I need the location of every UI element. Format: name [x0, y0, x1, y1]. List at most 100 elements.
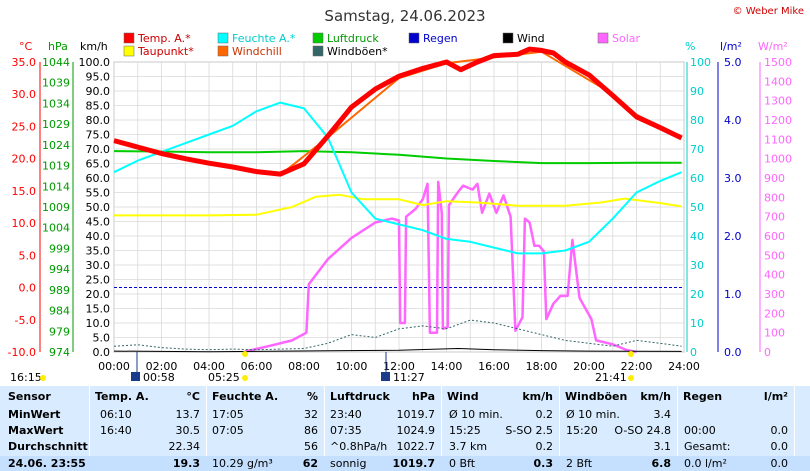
hum-tick-label: 60	[690, 172, 704, 185]
hum-value: 32	[304, 408, 318, 421]
pressure-tick-label: 1004	[42, 222, 70, 235]
sunset-icon	[628, 375, 634, 381]
pressure-value: 1019.7	[396, 408, 436, 421]
pressure-time: sonnig	[330, 457, 367, 470]
series-line-feuchtea	[113, 101, 682, 255]
hum-value: 56	[304, 440, 318, 453]
legend-label: Taupunkt*	[137, 45, 194, 58]
legend-label: Luftdruck	[327, 32, 379, 45]
wind-tick-label: 35.0	[86, 245, 111, 258]
hum-value: 86	[304, 424, 318, 437]
wind-tick-label: 60.0	[86, 172, 111, 185]
pressure-tick-label: 999	[49, 242, 70, 255]
legend-label: Windchill	[232, 45, 282, 58]
rain-value: 0.0	[770, 440, 789, 453]
pressure-tick-label: 1019	[42, 160, 70, 173]
x-tick-label: 20:00	[573, 360, 605, 373]
x-tick-label: 16:00	[478, 360, 510, 373]
sunrise-label: 05:25	[208, 371, 240, 384]
rain-tick-label: 3.0	[724, 172, 742, 185]
pressure-tick-label: 1029	[42, 118, 70, 131]
temp-tick-label: 15.0	[12, 185, 37, 198]
legend-label: Feuchte A.*	[232, 32, 296, 45]
solar-tick-label: 900	[764, 172, 785, 185]
hum-time: 10.29 g/m³	[212, 457, 273, 470]
hum-time: 07:05	[212, 424, 244, 437]
rain-info: Gesamt:	[684, 440, 731, 453]
hum-time: 17:05	[212, 408, 244, 421]
temp-tick-label: 10.0	[12, 217, 37, 230]
header-hum: Feuchte A.	[212, 390, 279, 403]
wind-tick-label: 55.0	[86, 187, 111, 200]
solar-tick-label: 400	[764, 269, 785, 282]
header-gust-unit: km/h	[640, 390, 671, 403]
rain-tick-label: 0.0	[724, 346, 742, 359]
x-tick-label: 02:00	[146, 360, 178, 373]
gust-value: 3.1	[653, 440, 672, 453]
solar-tick-label: 1400	[764, 75, 792, 88]
moonrise-label: 11:27	[393, 371, 425, 384]
temp-tick-label: 30.0	[12, 88, 37, 101]
legend-swatch	[217, 32, 229, 44]
hum-value: 62	[302, 457, 318, 470]
wind-tick-label: 50.0	[86, 201, 111, 214]
temp-value: 22.34	[168, 440, 201, 453]
hum-tick-label: 100	[690, 56, 711, 69]
hum-tick-label: 30	[690, 259, 704, 272]
x-tick-label: 14:00	[431, 360, 463, 373]
pressure-tick-label: 1009	[42, 201, 70, 214]
wind-value: S-SO 2.5	[505, 424, 553, 437]
series-line-windben	[113, 319, 682, 351]
temp-tick-label: -5.0	[15, 314, 36, 327]
moonset-label: 00:58	[143, 371, 175, 384]
copyright: © Weber Mike	[733, 6, 804, 17]
sun-icon	[40, 375, 46, 381]
header-hum-unit: %	[306, 390, 318, 403]
wind-info: 0 Bft	[449, 457, 476, 470]
hum-tick-label: 0	[690, 346, 697, 359]
wind-unit-label: km/h	[80, 40, 108, 53]
wind-tick-label: 85.0	[86, 100, 111, 113]
legend-swatch	[123, 45, 135, 57]
legend-swatch	[408, 32, 420, 44]
moonset-icon	[131, 372, 140, 381]
pressure-tick-label: 1024	[42, 139, 70, 152]
gust-info: 15:20	[566, 424, 598, 437]
legend-label: Wind	[517, 32, 545, 45]
wind-tick-label: 100.0	[79, 56, 111, 69]
temp-value: 13.7	[175, 408, 201, 421]
rain-value: 0.0	[770, 457, 789, 470]
wind-tick-label: 65.0	[86, 158, 111, 171]
chart-title: Samstag, 24.06.2023	[324, 7, 485, 25]
hum-tick-label: 90	[690, 85, 704, 98]
pressure-time: 23:40	[330, 408, 362, 421]
wind-tick-label: 40.0	[86, 230, 111, 243]
legend-label: Windböen*	[327, 45, 388, 58]
gust-info: 2 Bft	[566, 457, 593, 470]
rain-tick-label: 1.0	[724, 288, 742, 301]
temp-tick-label: 35.0	[12, 56, 37, 69]
wind-tick-label: 5.0	[93, 332, 111, 345]
hum-tick-label: 20	[690, 288, 704, 301]
legend-swatch	[502, 32, 514, 44]
temp-time: 16:40	[100, 424, 132, 437]
x-tick-label: 24:00	[668, 360, 700, 373]
x-tick-label: 06:00	[241, 360, 273, 373]
gust-value: O-SO 24.8	[614, 424, 671, 437]
pressure-tick-label: 974	[49, 346, 70, 359]
wind-tick-label: 90.0	[86, 85, 111, 98]
wind-tick-label: 20.0	[86, 288, 111, 301]
wind-value: 0.2	[535, 440, 554, 453]
wind-info: 15:25	[449, 424, 481, 437]
pressure-tick-label: 1034	[42, 97, 70, 110]
solar-tick-label: 1300	[764, 95, 792, 108]
wind-info: Ø 10 min.	[449, 408, 503, 421]
x-tick-label: 08:00	[288, 360, 320, 373]
header-temp: Temp. A.	[95, 390, 149, 403]
row-label: MinWert	[8, 408, 61, 421]
rain-value: 0.0	[770, 424, 789, 437]
wind-tick-label: 30.0	[86, 259, 111, 272]
legend-swatch	[312, 32, 324, 44]
temp-tick-label: -10.0	[8, 346, 36, 359]
x-tick-label: 22:00	[621, 360, 653, 373]
